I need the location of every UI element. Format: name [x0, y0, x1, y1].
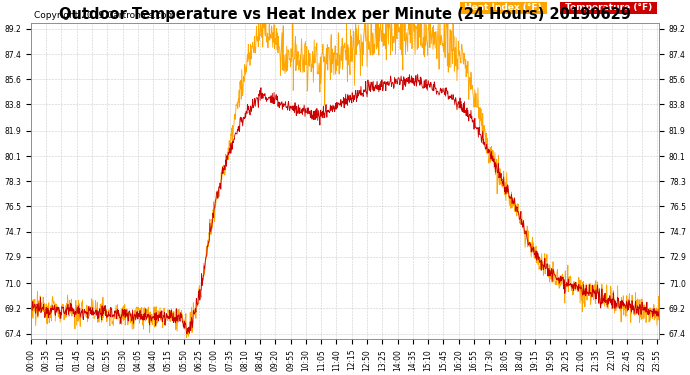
Text: Copyright 2019 Cartronics.com: Copyright 2019 Cartronics.com	[34, 11, 175, 20]
Text: Heat Index (°F): Heat Index (°F)	[461, 3, 545, 12]
Title: Outdoor Temperature vs Heat Index per Minute (24 Hours) 20190629: Outdoor Temperature vs Heat Index per Mi…	[59, 7, 631, 22]
Text: Temperature (°F): Temperature (°F)	[562, 3, 655, 12]
